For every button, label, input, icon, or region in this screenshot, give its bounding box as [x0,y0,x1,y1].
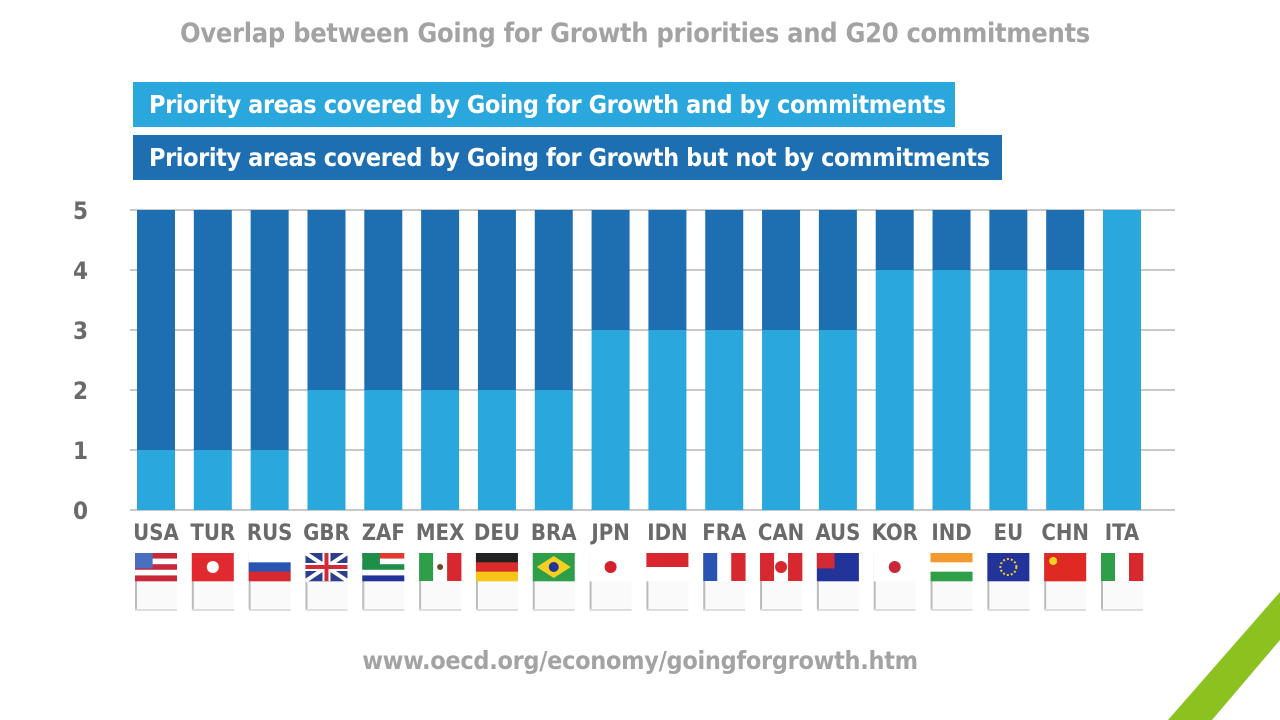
bar-segment-mex-not-covered [421,210,460,390]
bar-segment-bra-covered [534,390,573,510]
bar-segment-can-covered [762,330,801,510]
bar-segment-eu-not-covered [989,210,1028,270]
bar-segment-fra-not-covered [705,210,744,330]
flag-idn-icon [646,553,689,611]
flag-eu-icon [987,553,1030,611]
flag-bra-icon [532,553,575,611]
bar-segment-chn-covered [1046,270,1085,510]
bar-segment-usa-not-covered [137,210,175,450]
bar-segment-deu-covered [477,390,516,510]
flag-kor-icon [873,553,916,611]
y-tick-label: 3 [73,317,88,345]
bar-segment-zaf-not-covered [364,210,403,390]
flag-gbr-icon [304,551,349,611]
bar-segment-fra-covered [705,330,744,510]
bar-segment-rus-covered [250,450,289,510]
bar-segment-aus-covered [818,330,857,510]
x-tick-label: TUR [190,521,235,546]
bar-segment-bra-not-covered [534,210,573,390]
bar-segment-idn-covered [648,330,687,510]
bar-segment-chn-not-covered [1046,210,1085,270]
x-tick-label: IND [931,521,971,546]
bar-segment-tur-not-covered [193,210,232,450]
chart-title: Overlap between Going for Growth priorit… [180,18,1090,49]
x-tick-label: GBR [303,521,350,546]
flag-usa-icon [135,553,177,611]
source-url[interactable]: www.oecd.org/economy/goingforgrowth.htm [362,646,918,675]
flag-ind-icon [930,553,973,611]
bar-segment-idn-not-covered [648,210,687,330]
bar-segment-can-not-covered [762,210,801,330]
decorative-accent-stripe [1168,592,1280,720]
x-tick-label: KOR [871,521,917,546]
x-tick-label: AUS [815,521,860,546]
flag-aus-icon [816,553,859,611]
bar-segment-ita-covered [1103,210,1141,510]
flag-zaf-icon [362,553,405,611]
x-tick-label: RUS [247,521,293,546]
flag-tur-icon [191,553,234,611]
bar-segment-ind-not-covered [932,210,971,270]
x-tick-label: ZAF [362,521,405,546]
flag-can-icon [760,553,803,611]
bar-segment-aus-not-covered [818,210,857,330]
bar-segment-eu-covered [989,270,1028,510]
y-tick-label: 4 [73,257,88,285]
x-tick-label: FRA [702,521,747,546]
x-tick-label: USA [133,521,179,546]
flag-ita-icon [1101,553,1144,611]
x-tick-label: EU [994,521,1024,546]
x-tick-label: CHN [1041,521,1089,546]
bar-segment-rus-not-covered [250,210,289,450]
x-tick-label: BRA [531,521,577,546]
bar-segment-mex-covered [421,390,460,510]
flag-mex-icon [419,553,462,611]
x-tick-label: ITA [1105,521,1140,546]
x-tick-label: JPN [589,521,629,546]
y-tick-label: 1 [73,437,88,465]
bar-segment-ind-covered [932,270,971,510]
flag-deu-icon [475,553,518,611]
bar-segment-kor-not-covered [875,210,914,270]
bar-segment-gbr-not-covered [307,210,346,390]
bar-segment-deu-not-covered [477,210,516,390]
x-tick-label: DEU [474,521,520,546]
x-tick-label: MEX [416,521,465,546]
y-tick-label: 5 [73,197,88,225]
bar-segment-zaf-covered [364,390,403,510]
bar-segment-kor-covered [875,270,914,510]
y-tick-label: 2 [73,377,88,405]
bar-segment-tur-covered [193,450,232,510]
flag-chn-icon [1044,553,1087,611]
bar-segment-usa-covered [137,450,175,510]
bar-segment-jpn-not-covered [591,210,630,330]
bar-segment-jpn-covered [591,330,630,510]
x-tick-label: IDN [647,521,687,546]
flag-fra-icon [703,553,746,611]
y-tick-label: 0 [73,497,88,525]
flag-jpn-icon [589,553,632,611]
legend-not-covered-by-commitments: Priority areas covered by Going for Grow… [133,135,1002,180]
legend-covered-by-commitments: Priority areas covered by Going for Grow… [133,82,955,127]
x-tick-label: CAN [758,521,804,546]
flag-rus-icon [248,553,291,611]
bar-segment-gbr-covered [307,390,346,510]
